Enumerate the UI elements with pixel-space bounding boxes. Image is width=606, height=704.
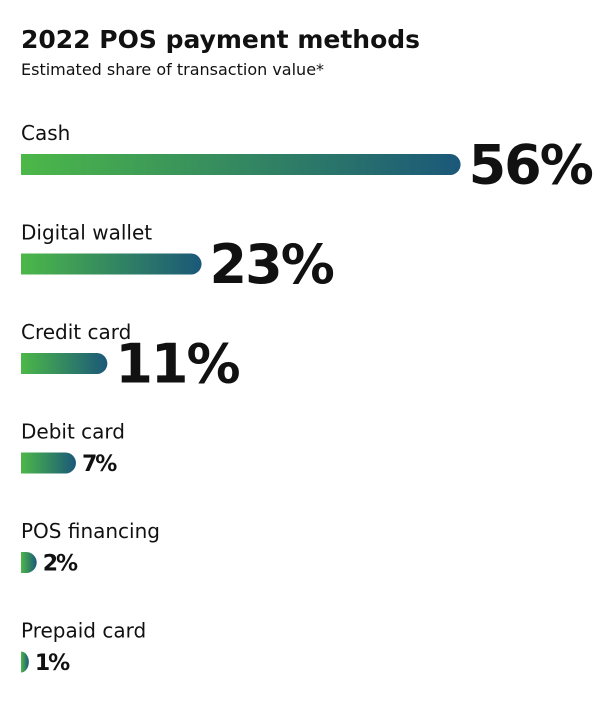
value-label: 23%: [210, 233, 334, 296]
bar: [21, 353, 108, 374]
category-label: Cash: [21, 121, 70, 145]
value-label: 2%: [43, 552, 78, 577]
category-label: POS financing: [21, 519, 160, 543]
value-label: 56%: [469, 134, 593, 197]
chart-subtitle: Estimated share of transaction value*: [21, 60, 324, 79]
category-label: Credit card: [21, 320, 131, 344]
value-label: 11%: [115, 333, 239, 396]
bar: [21, 154, 461, 175]
category-label: Digital wallet: [21, 221, 152, 245]
bar: [21, 253, 202, 275]
category-label: Debit card: [21, 420, 125, 444]
bar: [21, 651, 29, 673]
category-label: Prepaid card: [21, 619, 146, 643]
bar: [21, 452, 76, 474]
bar: [21, 552, 37, 573]
chart-title: 2022 POS payment methods: [21, 25, 420, 54]
value-label: 1%: [35, 651, 70, 676]
value-label: 7%: [82, 452, 117, 477]
